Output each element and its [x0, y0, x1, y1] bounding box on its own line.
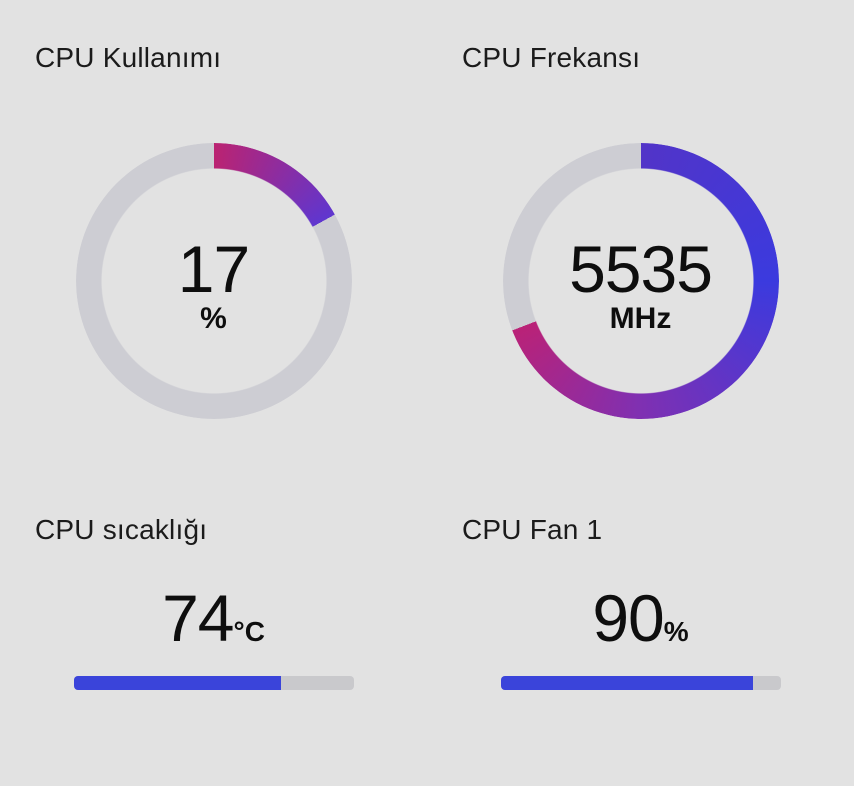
- cpu-temperature-unit: °C: [233, 616, 265, 647]
- cpu-usage-donut-ring: [75, 143, 352, 419]
- cpu-temperature-bar-fill: [73, 676, 281, 690]
- cpu-temperature-bar-track: [73, 676, 354, 690]
- cpu-temperature-readout: 74°C: [0, 585, 427, 651]
- cpu-fan-bar-track: [500, 676, 781, 690]
- cpu-frequency-gauge: 5535 MHz: [502, 143, 779, 419]
- cpu-frequency-title: CPU Frekansı: [462, 42, 641, 73]
- panel-cpu-frequency: CPU Frekansı 5535 MHz: [427, 0, 854, 472]
- cpu-fan-bar-fill: [500, 676, 753, 690]
- cpu-frequency-donut-ring: [502, 143, 779, 419]
- cpu-fan-title: CPU Fan 1: [462, 514, 603, 545]
- cpu-temperature-value: 74: [162, 581, 234, 655]
- panel-cpu-fan: CPU Fan 1 90%: [427, 472, 854, 786]
- cpu-fan-unit: %: [663, 616, 689, 647]
- panel-cpu-usage: CPU Kullanımı 17 %: [0, 0, 427, 472]
- cpu-usage-title: CPU Kullanımı: [35, 42, 222, 73]
- cpu-temperature-title: CPU sıcaklığı: [35, 514, 208, 545]
- cpu-fan-readout: 90%: [427, 585, 854, 651]
- panel-cpu-temperature: CPU sıcaklığı 74°C: [0, 472, 427, 786]
- cpu-fan-value: 90: [592, 581, 664, 655]
- cpu-usage-gauge: 17 %: [75, 143, 352, 419]
